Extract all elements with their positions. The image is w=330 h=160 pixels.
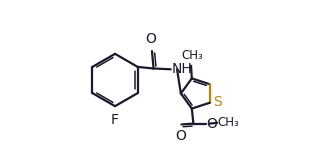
Text: NH: NH (172, 61, 192, 76)
Text: CH₃: CH₃ (217, 116, 239, 129)
Text: O: O (175, 129, 186, 143)
Text: F: F (111, 113, 119, 127)
Text: O: O (207, 117, 217, 131)
Text: S: S (213, 95, 222, 109)
Text: CH₃: CH₃ (181, 49, 203, 62)
Text: O: O (146, 32, 157, 45)
